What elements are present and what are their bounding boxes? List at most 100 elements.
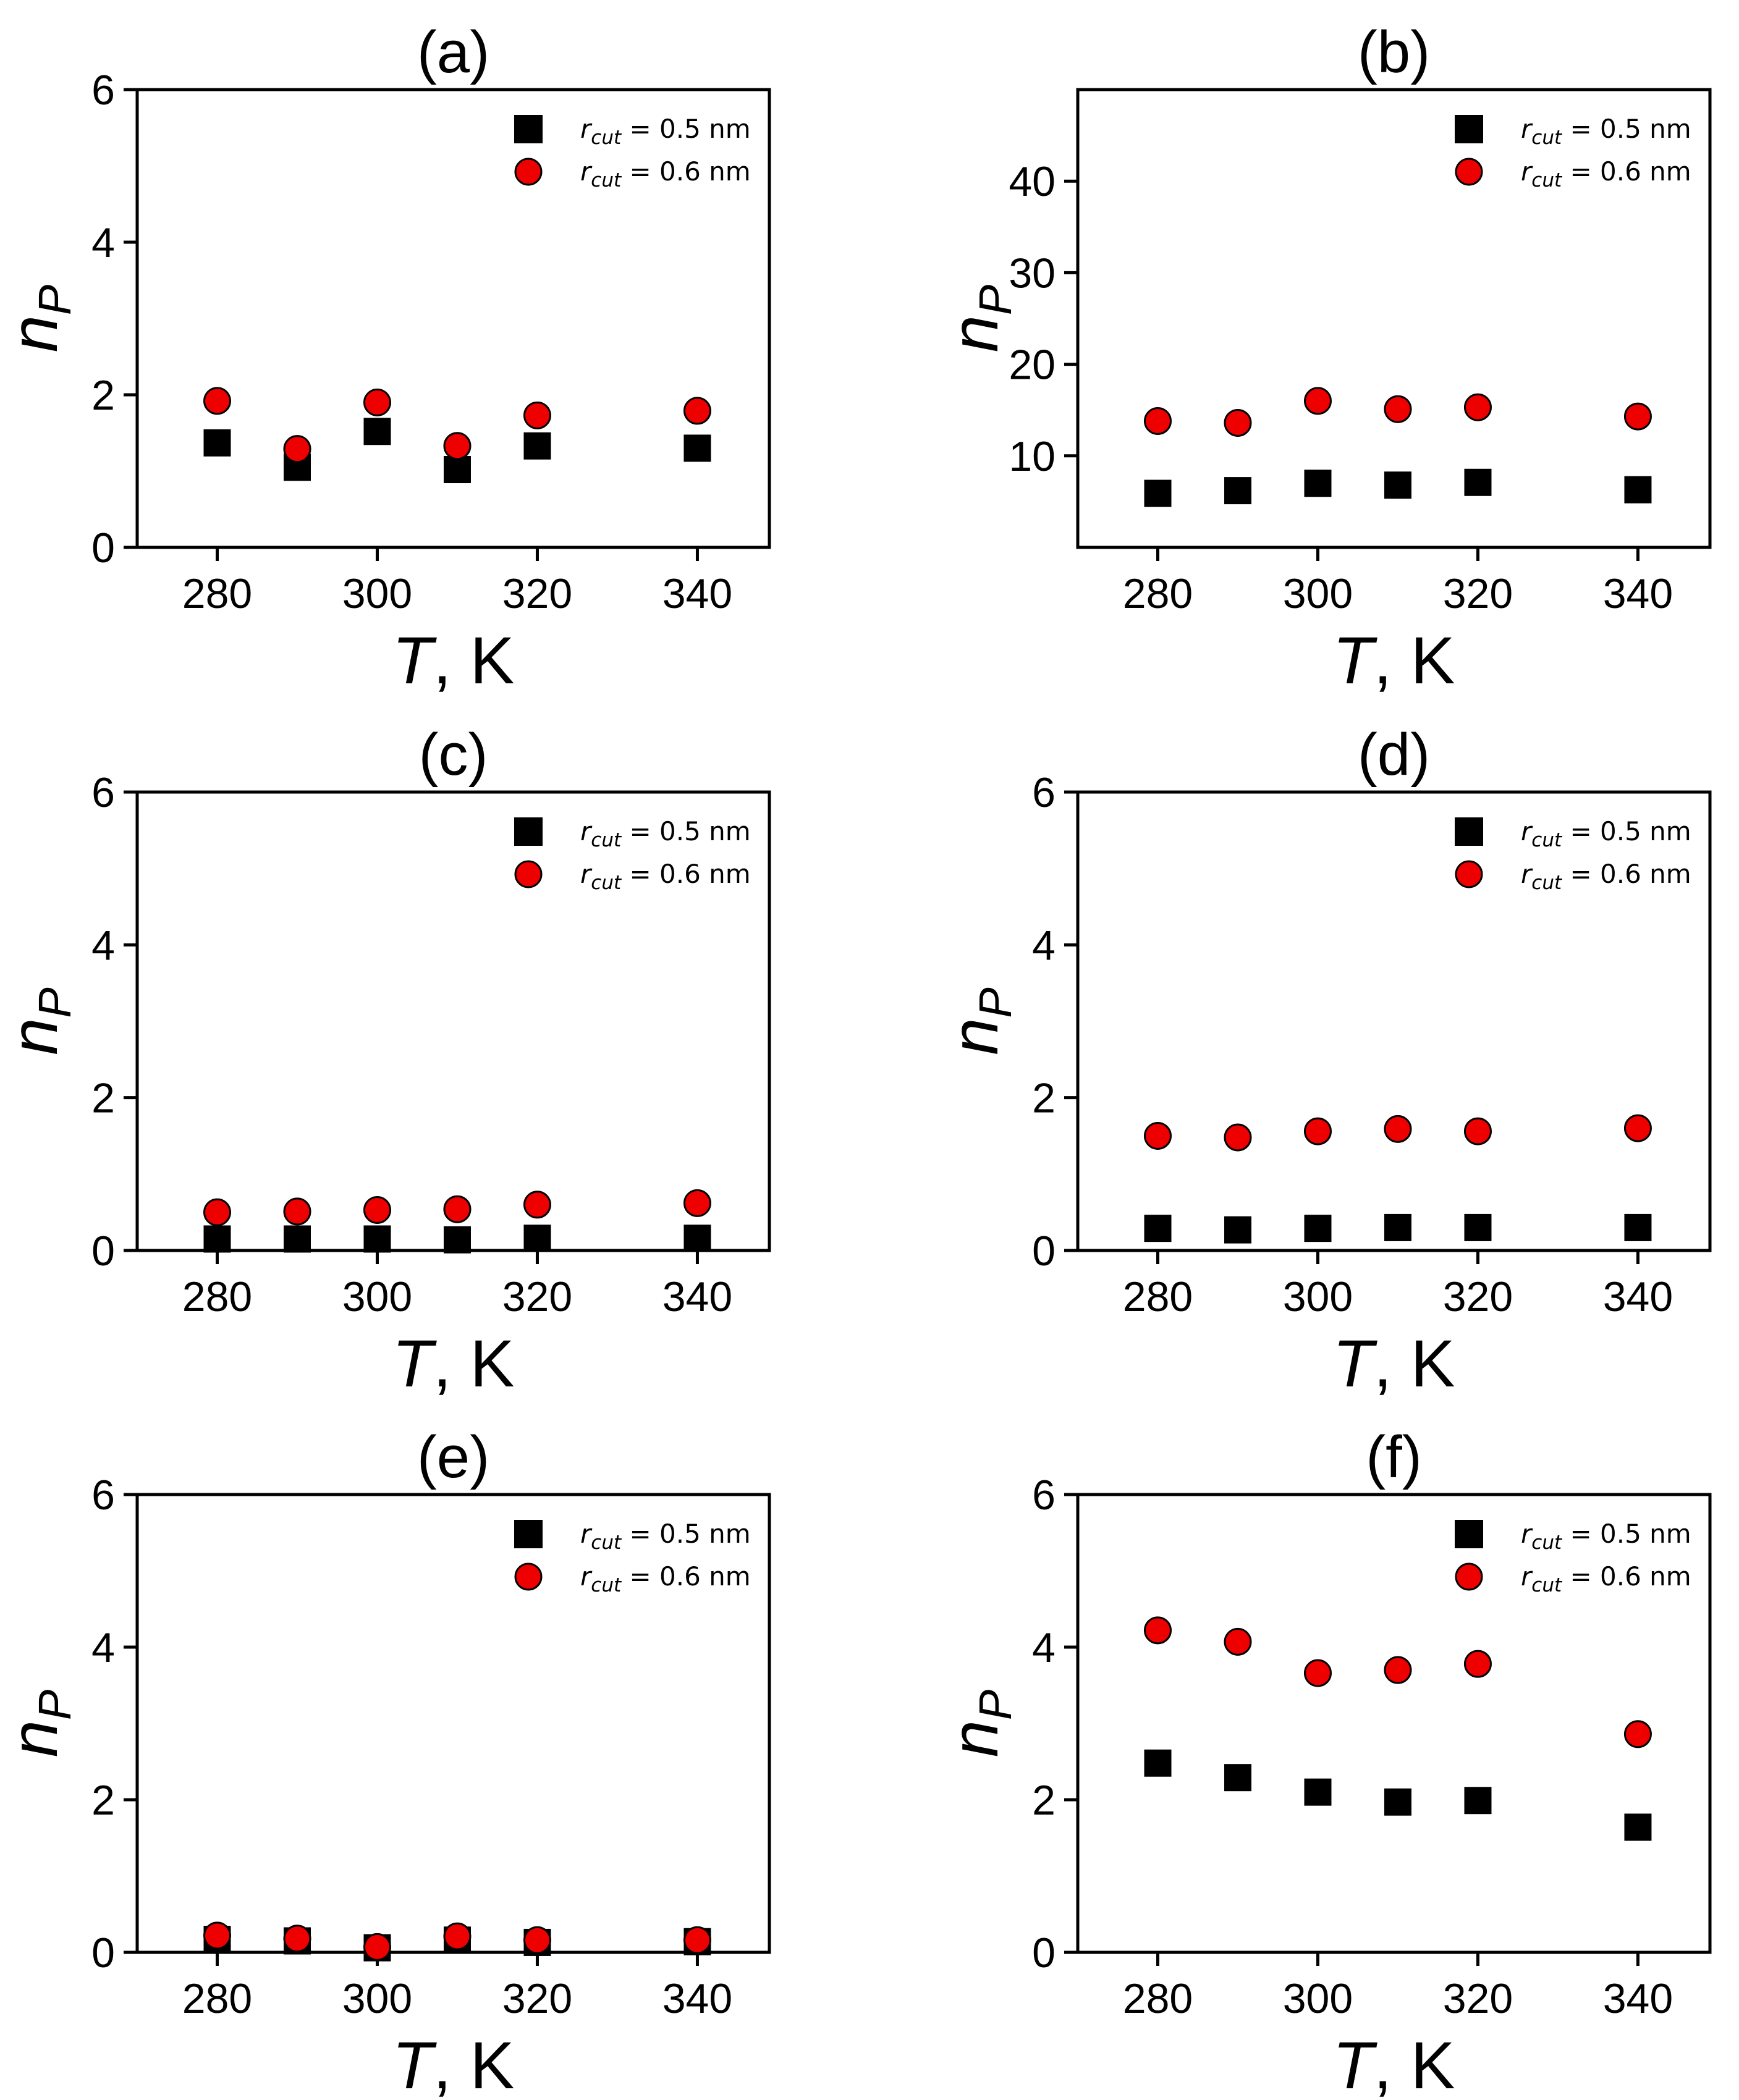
- data-point: [1303, 387, 1332, 415]
- legend-label-0.6nm: rcut = 0.6 nm: [580, 156, 751, 192]
- series-rcut-0.5nm: [1144, 1749, 1652, 1841]
- y-tick-label: 4: [91, 922, 115, 969]
- y-tick-label: 6: [1032, 1472, 1056, 1519]
- data-point: [1463, 393, 1492, 421]
- axes-frame: [1076, 790, 1712, 1252]
- data-point: [683, 434, 711, 462]
- x-tick-label: 280: [1123, 570, 1193, 617]
- legend-label-0.6nm: rcut = 0.6 nm: [1521, 859, 1691, 894]
- data-point: [683, 1926, 711, 1954]
- legend: rcut = 0.5 nm rcut = 0.6 nm: [514, 114, 751, 192]
- x-tick-label: 340: [1603, 570, 1673, 617]
- panel-title: (b): [1358, 19, 1430, 85]
- data-point: [1143, 1122, 1172, 1150]
- y-tick-label: 6: [91, 67, 115, 114]
- data-point: [1143, 1616, 1172, 1645]
- data-point: [1384, 1213, 1411, 1241]
- data-point: [203, 1921, 231, 1950]
- legend-circle-marker: [514, 860, 543, 888]
- y-tick-label: 6: [91, 769, 115, 816]
- legend: rcut = 0.5 nm rcut = 0.6 nm: [1455, 1519, 1691, 1596]
- x-tick-label: 300: [1283, 570, 1353, 617]
- legend-square-marker: [514, 1520, 543, 1548]
- series-rcut-0.6nm: [1143, 387, 1652, 437]
- y-tick-label: 4: [1032, 922, 1056, 969]
- x-tick-label: 280: [1123, 1975, 1193, 2022]
- data-point: [683, 1225, 711, 1252]
- data-point: [1384, 395, 1412, 423]
- data-point: [363, 1225, 391, 1253]
- data-point: [203, 1225, 231, 1253]
- data-point: [283, 1197, 311, 1226]
- data-point: [1624, 1213, 1652, 1241]
- legend-square-marker: [1455, 817, 1483, 846]
- legend-circle-marker: [1455, 158, 1483, 186]
- data-point: [1464, 1213, 1492, 1241]
- legend-label-0.5nm: rcut = 0.5 nm: [580, 114, 751, 149]
- x-axis-label: T, K: [392, 2028, 514, 2100]
- data-point: [1224, 408, 1252, 437]
- x-tick-label: 340: [1603, 1273, 1673, 1320]
- panel-title: (e): [417, 1424, 489, 1490]
- x-axis-label: T, K: [392, 623, 514, 698]
- legend: rcut = 0.5 nm rcut = 0.6 nm: [1455, 114, 1691, 192]
- legend-square-marker: [514, 817, 543, 846]
- data-point: [1463, 1117, 1492, 1145]
- legend: rcut = 0.5 nm rcut = 0.6 nm: [514, 816, 751, 894]
- x-tick-label: 300: [1283, 1975, 1353, 2022]
- axes-frame: [135, 88, 771, 549]
- data-point: [1623, 402, 1652, 431]
- data-point: [1303, 1659, 1332, 1687]
- y-tick-label: 0: [91, 1228, 115, 1275]
- y-tick-label: 2: [91, 1777, 115, 1824]
- y-axis-label: nP: [937, 987, 1021, 1055]
- legend-label-0.5nm: rcut = 0.5 nm: [580, 816, 751, 851]
- data-point: [1384, 1115, 1412, 1143]
- y-tick-label: 0: [1032, 1929, 1056, 1976]
- y-tick-label: 4: [91, 1624, 115, 1671]
- legend-circle-marker: [1455, 1562, 1483, 1591]
- y-axis-label: nP: [937, 1690, 1021, 1757]
- legend-label-0.6nm: rcut = 0.6 nm: [580, 859, 751, 894]
- x-axis-label: T, K: [1332, 623, 1455, 698]
- data-point: [1224, 1764, 1251, 1792]
- data-point: [1224, 1216, 1251, 1244]
- y-tick-label: 2: [91, 1075, 115, 1122]
- data-point: [1464, 468, 1492, 496]
- data-point: [1224, 1123, 1252, 1152]
- axes-frame: [1076, 88, 1712, 549]
- data-point: [1224, 477, 1251, 505]
- legend-square-marker: [514, 115, 543, 143]
- data-point: [1143, 407, 1172, 435]
- data-point: [443, 1922, 472, 1950]
- data-point: [523, 1191, 551, 1219]
- legend-circle-marker: [514, 158, 543, 186]
- data-point: [363, 1195, 391, 1224]
- data-point: [1144, 1215, 1172, 1242]
- x-tick-label: 340: [662, 570, 732, 617]
- legend-label-0.6nm: rcut = 0.6 nm: [580, 1561, 751, 1596]
- data-point: [363, 1933, 391, 1961]
- x-tick-label: 300: [342, 1273, 412, 1320]
- legend-label-0.5nm: rcut = 0.5 nm: [1521, 1519, 1691, 1554]
- legend-circle-marker: [514, 1562, 543, 1591]
- legend-label-0.5nm: rcut = 0.5 nm: [580, 1519, 751, 1554]
- series-rcut-0.6nm: [203, 1189, 711, 1226]
- data-point: [203, 429, 231, 457]
- data-point: [523, 401, 551, 429]
- y-tick-label: 6: [91, 1472, 115, 1519]
- legend-label-0.5nm: rcut = 0.5 nm: [1521, 114, 1691, 149]
- legend-square-marker: [1455, 1520, 1483, 1548]
- data-point: [683, 1189, 711, 1217]
- y-tick-label: 0: [91, 1929, 115, 1976]
- x-tick-label: 280: [182, 1273, 252, 1320]
- series-rcut-0.6nm: [1143, 1616, 1652, 1748]
- series-rcut-0.5nm: [1144, 468, 1652, 507]
- y-axis-label: nP: [937, 285, 1021, 352]
- series-rcut-0.6nm: [203, 387, 711, 463]
- y-tick-label: 2: [91, 372, 115, 419]
- legend-circle-marker: [1455, 860, 1483, 888]
